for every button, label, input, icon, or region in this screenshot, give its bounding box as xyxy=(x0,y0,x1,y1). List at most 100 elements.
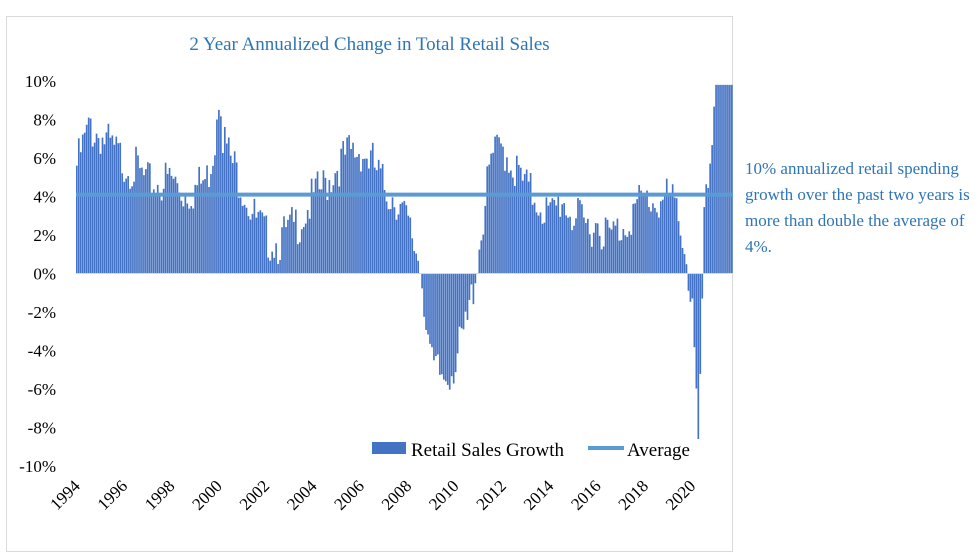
retail-sales-bar xyxy=(107,123,110,274)
retail-sales-bar xyxy=(381,164,384,274)
retail-sales-bar xyxy=(91,146,94,274)
retail-sales-bar xyxy=(332,185,335,274)
retail-sales-bar xyxy=(393,207,396,274)
retail-sales-bar xyxy=(697,273,700,440)
retail-sales-bar xyxy=(164,162,167,274)
retail-sales-bar xyxy=(669,194,672,274)
retail-sales-bar xyxy=(170,175,173,274)
retail-sales-bar xyxy=(385,201,388,274)
retail-sales-bar xyxy=(336,170,339,274)
retail-sales-bar xyxy=(442,273,445,380)
retail-sales-bar xyxy=(85,124,88,274)
retail-sales-bar xyxy=(531,204,534,274)
retail-sales-bar xyxy=(328,180,331,274)
retail-sales-bar xyxy=(324,177,327,274)
retail-sales-bar xyxy=(196,185,199,274)
retail-sales-bar xyxy=(450,273,453,377)
retail-sales-bar xyxy=(316,171,319,274)
retail-sales-bar xyxy=(514,185,516,274)
retail-sales-bar xyxy=(590,246,593,274)
retail-sales-bar xyxy=(567,217,569,274)
retail-sales-bar xyxy=(314,178,317,274)
retail-sales-bar xyxy=(689,273,692,302)
retail-sales-bar xyxy=(261,212,264,274)
legend-bar-swatch xyxy=(372,442,406,454)
retail-sales-bar xyxy=(719,84,721,274)
x-tick-label: 2008 xyxy=(378,476,415,513)
retail-sales-bar xyxy=(188,208,191,274)
retail-sales-bar xyxy=(360,171,362,274)
retail-sales-bar xyxy=(249,219,252,274)
retail-sales-bar xyxy=(251,213,254,274)
retail-sales-bar xyxy=(618,240,621,274)
y-tick-label: -4% xyxy=(28,342,56,361)
retail-sales-bar xyxy=(366,158,368,274)
retail-sales-bar xyxy=(527,181,530,274)
retail-sales-bar xyxy=(600,249,603,274)
retail-sales-bar xyxy=(218,109,220,274)
retail-sales-bar xyxy=(279,260,281,274)
retail-sales-bar xyxy=(602,246,605,274)
retail-sales-bar xyxy=(496,134,498,274)
retail-sales-bar xyxy=(377,159,380,274)
retail-sales-bar xyxy=(610,229,613,274)
retail-sales-bar xyxy=(123,181,126,274)
retail-sales-bar xyxy=(563,202,565,274)
retail-sales-bar xyxy=(352,142,354,274)
retail-sales-bar xyxy=(614,225,617,274)
retail-sales-bar xyxy=(703,207,706,274)
retail-sales-bar xyxy=(168,167,171,274)
retail-sales-bar xyxy=(683,254,686,274)
retail-sales-bar xyxy=(131,186,133,274)
retail-sales-bar xyxy=(178,192,181,274)
x-tick-label: 1994 xyxy=(46,476,84,514)
retail-sales-bar xyxy=(470,273,473,285)
retail-sales-bar xyxy=(308,218,311,274)
retail-sales-bar xyxy=(701,273,704,299)
y-tick-label: -8% xyxy=(28,419,56,438)
retail-sales-bar xyxy=(369,150,372,274)
retail-sales-bar xyxy=(354,157,356,274)
retail-sales-bar xyxy=(225,143,228,274)
retail-sales-bar xyxy=(119,142,122,274)
retail-sales-bar xyxy=(387,209,390,274)
retail-sales-bar xyxy=(559,216,562,274)
retail-sales-bar xyxy=(466,273,469,320)
x-tick-label: 2012 xyxy=(473,476,510,513)
retail-sales-bar xyxy=(202,180,204,274)
retail-sales-bar xyxy=(588,234,591,274)
retail-sales-bar xyxy=(660,201,662,274)
retail-sales-bar xyxy=(557,196,560,274)
retail-sales-bar xyxy=(579,200,581,274)
retail-sales-bar xyxy=(141,167,143,274)
retail-sales-bar xyxy=(127,176,129,274)
retail-sales-bar xyxy=(340,148,343,274)
retail-sales-bar xyxy=(596,223,599,274)
retail-sales-bar xyxy=(295,209,297,274)
retail-sales-bar xyxy=(149,163,151,274)
retail-sales-bar xyxy=(667,194,670,274)
retail-sales-bar xyxy=(229,155,232,274)
retail-sales-bar xyxy=(626,236,629,274)
retail-sales-bar xyxy=(630,234,633,274)
retail-sales-bar xyxy=(300,229,303,274)
retail-sales-bar xyxy=(705,184,708,274)
retail-sales-bar xyxy=(713,106,715,274)
retail-sales-bar xyxy=(549,202,552,274)
retail-sales-bar xyxy=(95,133,98,274)
x-tick-label: 2018 xyxy=(615,476,652,513)
retail-sales-bar xyxy=(448,273,451,390)
retail-sales-bar xyxy=(253,198,256,274)
retail-sales-bar xyxy=(243,204,246,274)
retail-sales-bar xyxy=(545,197,548,274)
retail-sales-bar xyxy=(241,205,244,274)
retail-sales-bar xyxy=(675,198,678,274)
retail-sales-bar xyxy=(663,192,666,274)
retail-sales-bar xyxy=(237,197,240,274)
retail-sales-bar xyxy=(695,273,698,389)
retail-sales-bar xyxy=(539,212,542,274)
retail-sales-bar xyxy=(257,211,260,274)
retail-sales-bar xyxy=(271,251,273,274)
retail-sales-bar xyxy=(350,148,352,274)
retail-sales-bar xyxy=(275,243,277,274)
